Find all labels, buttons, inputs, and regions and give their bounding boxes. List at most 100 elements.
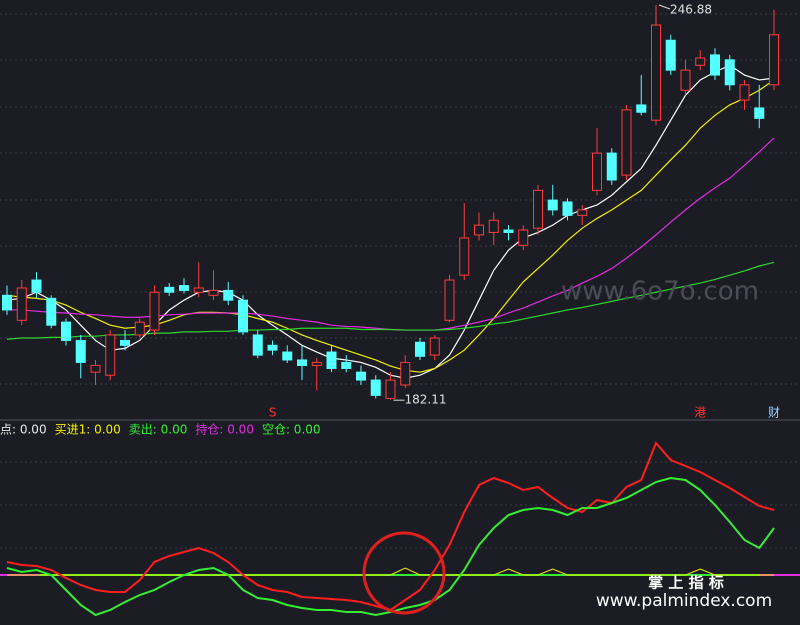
candle-body [695, 57, 706, 66]
candle-body [503, 229, 514, 233]
candle [149, 285, 160, 335]
candle [680, 59, 691, 96]
candle-body [31, 279, 42, 293]
candle-body [651, 24, 661, 121]
candle [105, 330, 116, 381]
candle [385, 372, 396, 401]
candle [503, 225, 514, 241]
candle-body [385, 379, 396, 399]
candle [444, 275, 455, 323]
candle [193, 262, 204, 298]
candle [341, 355, 352, 373]
candle-body [562, 201, 573, 216]
candle [75, 334, 86, 379]
candle [282, 345, 293, 364]
candle [238, 295, 248, 335]
candle [223, 281, 234, 306]
candle-body [75, 339, 86, 363]
candle-body [61, 321, 71, 341]
legend-entry: 持仓: 0.00 [195, 422, 254, 437]
candle [665, 34, 676, 76]
low-label: 182.11 [405, 393, 447, 407]
candle-body [459, 237, 470, 276]
candle [326, 345, 337, 373]
candle [769, 9, 779, 91]
candle [267, 340, 278, 356]
candle [46, 295, 57, 329]
candle-body [488, 219, 499, 233]
candle-body [120, 339, 130, 346]
candle-body [606, 152, 617, 181]
candle [429, 334, 440, 360]
candle-body [267, 344, 278, 351]
candle [533, 184, 543, 235]
candle-body [577, 209, 588, 216]
candle [606, 148, 617, 185]
candle [459, 203, 470, 281]
candle-body [164, 286, 175, 293]
indicator-line [7, 567, 774, 576]
legend-entry: 卖出: 0.00 [129, 423, 188, 437]
candle-body [769, 34, 779, 86]
candle-body [2, 294, 12, 311]
candle [356, 365, 366, 385]
candle-body [547, 199, 558, 211]
candle [710, 48, 720, 80]
candle-body [518, 229, 529, 246]
event-marker: 港 [694, 406, 706, 420]
candle [90, 359, 101, 385]
candle-body [665, 39, 676, 71]
candle [120, 330, 130, 351]
candle-body [149, 291, 160, 331]
candle-body [252, 334, 263, 356]
candle [651, 5, 661, 126]
candle [488, 212, 499, 246]
candle-body [46, 297, 57, 326]
candle-body [297, 359, 307, 366]
candle-body [533, 189, 543, 229]
candle [31, 272, 42, 299]
candle-body [356, 371, 366, 381]
candle [577, 205, 588, 226]
candle-body [311, 361, 322, 366]
candle-body [341, 361, 352, 370]
candle-body [238, 299, 248, 333]
candle [311, 358, 322, 391]
candle-body [680, 69, 691, 91]
candle-body [400, 361, 411, 386]
high-label: 246.88 [670, 3, 712, 17]
candle-body [193, 287, 204, 293]
candle [695, 50, 706, 71]
candle-body [326, 351, 337, 370]
candle-body [282, 351, 293, 361]
candle [370, 375, 381, 399]
candle [592, 128, 602, 196]
candle [16, 280, 27, 326]
candle-body [621, 109, 632, 176]
candle [252, 330, 263, 359]
candle [562, 198, 573, 221]
candle-body [223, 289, 234, 301]
candle [621, 104, 632, 180]
candle-body [90, 364, 101, 373]
event-marker: S [269, 406, 277, 420]
candle-body [415, 341, 425, 357]
candle [739, 79, 750, 110]
watermark: www.palmindex.com [596, 591, 772, 611]
candle [415, 338, 425, 360]
candle-body [134, 321, 145, 336]
event-marker: 财 [768, 406, 780, 420]
candle-body [444, 279, 455, 321]
candle [134, 318, 145, 339]
candle-body [754, 107, 765, 119]
candle [61, 318, 71, 346]
legend-entry: 买进1: 0.00 [55, 423, 121, 437]
candle-body [710, 54, 720, 76]
high-arrow [658, 4, 671, 10]
candle-body [592, 152, 602, 191]
candle [518, 225, 529, 251]
legend-entry: 点: 0.00 [0, 423, 47, 437]
candle [400, 355, 411, 389]
candle-body [179, 285, 189, 291]
